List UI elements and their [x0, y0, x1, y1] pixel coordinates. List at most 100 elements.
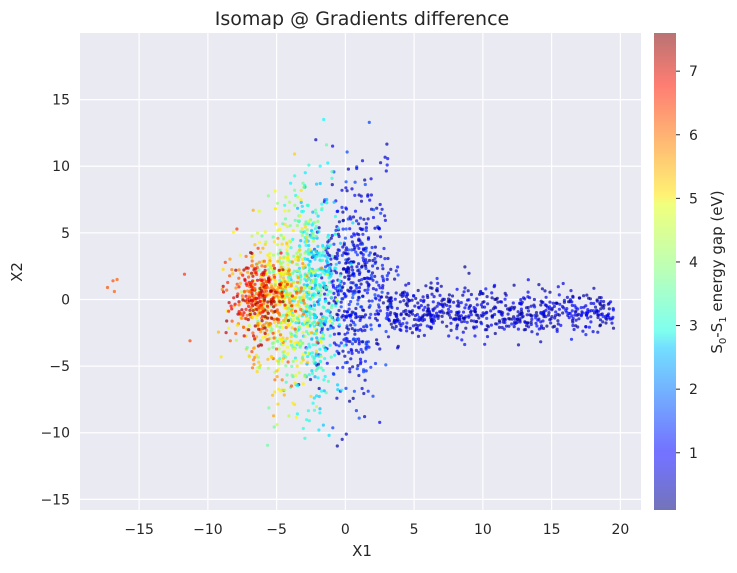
scatter-point [280, 339, 284, 343]
scatter-point [319, 312, 323, 316]
scatter-point [307, 290, 311, 294]
scatter-point [308, 345, 312, 349]
scatter-point [295, 262, 300, 267]
scatter-point [329, 305, 334, 310]
scatter-point [602, 299, 606, 304]
scatter-point [325, 197, 329, 202]
scatter-point [262, 273, 266, 277]
scatter-point [314, 211, 318, 215]
scatter-point [405, 301, 409, 305]
scatter-point [373, 245, 377, 249]
scatter-point [282, 255, 286, 259]
scatter-point [310, 331, 314, 335]
scatter-point [301, 181, 305, 185]
scatter-point [240, 308, 244, 312]
scatter-point [280, 359, 284, 363]
scatter-point [422, 298, 426, 302]
scatter-point [405, 291, 409, 295]
scatter-point [271, 345, 275, 349]
scatter-point [577, 296, 582, 300]
scatter-point [463, 286, 467, 290]
scatter-point [240, 316, 244, 320]
scatter-point [247, 294, 251, 298]
scatter-point [329, 257, 333, 261]
scatter-point [389, 296, 393, 300]
scatter-point [378, 235, 383, 239]
scatter-point [291, 345, 295, 349]
x-tick-label: 10 [474, 522, 492, 538]
scatter-point [250, 288, 254, 292]
scatter-point [360, 340, 364, 344]
scatter-point [504, 324, 509, 328]
scatter-point [300, 257, 305, 262]
scatter-point [329, 326, 333, 330]
scatter-point [374, 260, 378, 264]
scatter-point [278, 278, 282, 282]
scatter-point [334, 271, 339, 275]
scatter-point [305, 347, 309, 351]
scatter-point [237, 303, 241, 307]
scatter-point [582, 294, 586, 298]
scatter-point [447, 293, 451, 297]
scatter-point [484, 287, 488, 291]
scatter-point [362, 308, 366, 312]
scatter-point [327, 433, 331, 437]
scatter-point [267, 280, 271, 284]
scatter-point [324, 391, 328, 395]
scatter-point [263, 335, 267, 339]
scatter-point [350, 248, 354, 252]
scatter-point [315, 254, 319, 259]
scatter-point [432, 295, 436, 299]
scatter-point [435, 289, 439, 293]
scatter-point [272, 336, 276, 340]
scatter-point [323, 292, 327, 296]
scatter-point [360, 159, 365, 163]
scatter-point [367, 258, 372, 263]
scatter-point [569, 337, 574, 341]
scatter-point [281, 350, 285, 354]
scatter-point [282, 354, 286, 358]
scatter-point [310, 223, 314, 227]
scatter-point [577, 317, 581, 321]
scatter-point [364, 266, 368, 271]
scatter-point [317, 394, 321, 399]
scatter-point [319, 366, 323, 370]
scatter-point [343, 236, 347, 240]
scatter-point [307, 222, 311, 226]
scatter-point [264, 240, 268, 244]
scatter-point [313, 375, 317, 379]
scatter-point [293, 381, 297, 385]
scatter-point [289, 339, 293, 343]
scatter-point [239, 290, 243, 294]
scatter-point [295, 412, 299, 416]
y-tick-label: 10 [52, 159, 70, 175]
scatter-point [430, 286, 434, 290]
scatter-point [272, 414, 276, 418]
scatter-point [285, 313, 289, 317]
scatter-point [375, 206, 379, 210]
scatter-point [353, 180, 357, 184]
scatter-point [354, 306, 358, 311]
scatter-point [330, 272, 334, 276]
scatter-point [229, 304, 233, 308]
scatter-point [241, 273, 245, 277]
scatter-point [216, 330, 221, 334]
scatter-point [270, 327, 274, 331]
scatter-point [268, 252, 272, 256]
scatter-point [314, 404, 319, 409]
scatter-point [383, 257, 387, 261]
scatter-point [373, 252, 377, 256]
scatter-point [469, 313, 473, 317]
scatter-point [435, 287, 439, 291]
scatter-point [334, 266, 338, 270]
scatter-point [287, 297, 291, 301]
scatter-point [227, 309, 231, 313]
scatter-point [357, 290, 361, 294]
scatter-point [278, 300, 282, 304]
scatter-point [611, 315, 615, 319]
scatter-point [277, 387, 281, 391]
scatter-point [292, 347, 296, 352]
scatter-point [503, 291, 507, 295]
scatter-point [416, 324, 420, 328]
scatter-point [330, 170, 334, 174]
